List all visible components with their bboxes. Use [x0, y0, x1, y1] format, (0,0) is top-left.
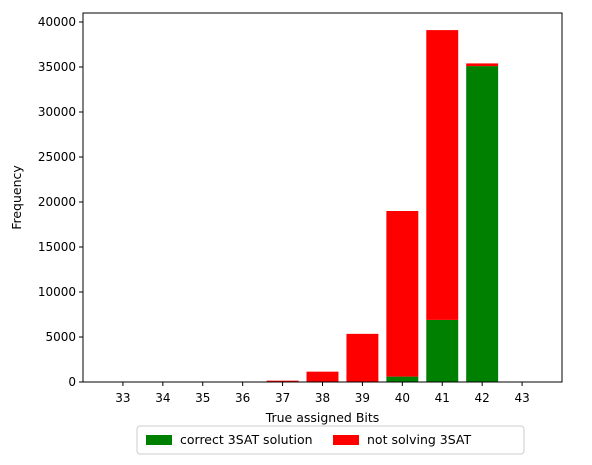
- x-tick-label: 36: [235, 391, 250, 405]
- legend-label-not-solving: not solving 3SAT: [367, 432, 471, 447]
- y-tick-label: 0: [68, 375, 76, 389]
- x-tick-label: 39: [355, 391, 370, 405]
- x-tick-label: 43: [514, 391, 529, 405]
- y-tick-label: 35000: [38, 60, 76, 74]
- x-tick-label: 35: [195, 391, 210, 405]
- bar-not-solving-37: [266, 380, 299, 382]
- x-tick-label: 42: [475, 391, 490, 405]
- x-axis-ticks: 33 34 35 36 37 38 39 40 41 42 43: [115, 382, 530, 405]
- y-tick-label: 15000: [38, 240, 76, 254]
- x-axis-label: True assigned Bits: [265, 410, 380, 425]
- y-tick-label: 20000: [38, 195, 76, 209]
- bar-correct-41: [426, 319, 459, 382]
- bar-not-solving-38: [306, 371, 339, 382]
- bar-correct-42: [466, 66, 499, 382]
- y-tick-label: 5000: [45, 330, 76, 344]
- y-tick-label: 25000: [38, 150, 76, 164]
- x-tick-label: 38: [315, 391, 330, 405]
- legend-swatch-not-solving: [333, 435, 359, 445]
- y-tick-label: 10000: [38, 285, 76, 299]
- bar-correct-40: [386, 376, 419, 382]
- y-axis-ticks: 0 5000 10000 15000 20000 25000 30000 35000 40000: [38, 15, 83, 389]
- legend: correct 3SAT solution not solving 3SAT: [136, 425, 525, 455]
- bar-not-solving-40: [386, 211, 419, 377]
- y-axis-label: Frequency: [9, 165, 24, 230]
- legend-swatch-correct: [146, 435, 172, 445]
- bar-not-solving-42: [466, 63, 499, 67]
- x-tick-label: 34: [155, 391, 170, 405]
- legend-label-correct: correct 3SAT solution: [180, 432, 313, 447]
- legend-box: [136, 425, 525, 455]
- x-tick-label: 37: [275, 391, 290, 405]
- x-tick-label: 41: [435, 391, 450, 405]
- x-tick-label: 40: [395, 391, 410, 405]
- bar-not-solving-39: [346, 333, 379, 382]
- bar-not-solving-41: [426, 30, 459, 320]
- x-tick-label: 33: [115, 391, 130, 405]
- y-tick-label: 30000: [38, 105, 76, 119]
- bars-group: [266, 30, 499, 382]
- y-tick-label: 40000: [38, 15, 76, 29]
